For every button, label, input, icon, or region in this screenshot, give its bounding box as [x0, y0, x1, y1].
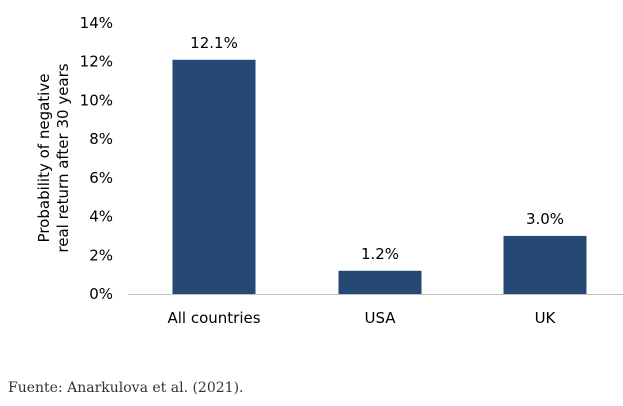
x-tick-label: UK — [535, 309, 557, 327]
y-tick-label: 12% — [80, 53, 113, 71]
y-axis: 0% 2% 4% 6% 8% 10% 12% 14% — [80, 14, 113, 303]
y-axis-title: Probability of negative real return afte… — [35, 63, 72, 252]
bars — [172, 59, 587, 295]
y-tick-label: 0% — [89, 285, 113, 303]
data-labels: 12.1% 1.2% 3.0% — [190, 34, 564, 263]
y-tick-label: 10% — [80, 91, 113, 109]
bar — [338, 270, 422, 294]
x-axis: All countries USA UK — [167, 309, 556, 327]
bar-chart: Probability of negative real return afte… — [35, 14, 623, 327]
source-note: Fuente: Anarkulova et al. (2021). — [8, 380, 244, 396]
y-tick-label: 6% — [89, 169, 113, 187]
x-tick-label: USA — [364, 309, 396, 327]
bar — [503, 235, 587, 294]
y-tick-label: 2% — [89, 246, 113, 264]
x-tick-label: All countries — [167, 309, 260, 327]
y-axis-title-line-1: Probability of negative — [35, 74, 53, 243]
y-axis-title-line-2: real return after 30 years — [54, 63, 72, 252]
bar — [172, 59, 256, 295]
data-label: 1.2% — [361, 245, 399, 263]
data-label: 3.0% — [526, 210, 564, 228]
y-tick-label: 14% — [80, 14, 113, 32]
y-tick-label: 8% — [89, 130, 113, 148]
data-label: 12.1% — [190, 34, 238, 52]
y-tick-label: 4% — [89, 208, 113, 226]
